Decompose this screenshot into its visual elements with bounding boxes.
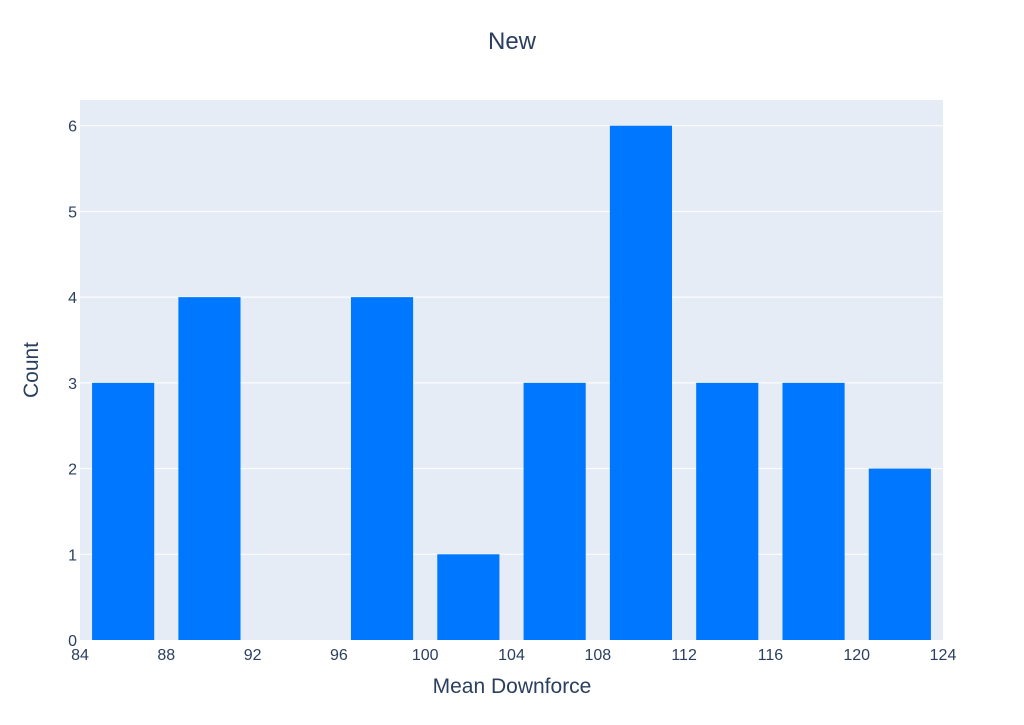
x-tick-label: 124 xyxy=(930,647,957,664)
x-tick-label: 116 xyxy=(758,647,784,664)
x-axis-title: Mean Downforce xyxy=(433,675,592,698)
y-axis-title: Count xyxy=(20,342,43,398)
y-tick-label: 4 xyxy=(68,290,77,307)
chart-title: New xyxy=(488,28,537,55)
histogram-bar-104-108 xyxy=(524,383,586,640)
x-tick-label: 100 xyxy=(412,647,439,664)
x-tick-label: 96 xyxy=(330,647,348,664)
histogram-bar-84-88 xyxy=(92,383,154,640)
histogram-bar-108-112 xyxy=(610,126,672,640)
histogram-bar-116-120 xyxy=(782,383,844,640)
x-tick-labels: 84 88 92 96 100 104 108 112 116 120 124 xyxy=(71,647,956,664)
y-tick-label: 5 xyxy=(68,204,77,221)
histogram-bar-88-92 xyxy=(178,297,240,640)
histogram-bar-112-116 xyxy=(696,383,758,640)
x-tick-label: 120 xyxy=(843,647,870,664)
y-tick-label: 3 xyxy=(68,376,77,393)
histogram-bar-96-100 xyxy=(351,297,413,640)
x-tick-label: 112 xyxy=(671,647,697,664)
x-tick-label: 88 xyxy=(157,647,175,664)
x-tick-label: 84 xyxy=(71,647,89,664)
x-tick-label: 92 xyxy=(244,647,262,664)
x-tick-label: 108 xyxy=(584,647,611,664)
histogram-bar-120-124 xyxy=(869,469,931,640)
y-tick-label: 2 xyxy=(68,462,77,479)
histogram-bar-100-104 xyxy=(437,554,499,640)
x-tick-label: 104 xyxy=(498,647,525,664)
y-tick-label: 1 xyxy=(68,547,77,564)
y-tick-label: 6 xyxy=(68,119,77,136)
